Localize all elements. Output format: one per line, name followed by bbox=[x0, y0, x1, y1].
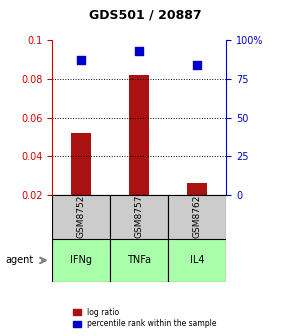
FancyBboxPatch shape bbox=[110, 195, 168, 239]
Text: GSM8752: GSM8752 bbox=[77, 195, 86, 239]
Bar bbox=[71, 133, 91, 195]
FancyBboxPatch shape bbox=[168, 239, 226, 282]
Text: agent: agent bbox=[6, 255, 34, 265]
Text: GSM8762: GSM8762 bbox=[193, 195, 202, 239]
Bar bbox=[129, 75, 149, 195]
Text: IL4: IL4 bbox=[190, 255, 204, 265]
FancyBboxPatch shape bbox=[168, 195, 226, 239]
Text: IFNg: IFNg bbox=[70, 255, 92, 265]
Point bbox=[195, 62, 200, 68]
FancyBboxPatch shape bbox=[52, 239, 110, 282]
Legend: log ratio, percentile rank within the sample: log ratio, percentile rank within the sa… bbox=[70, 304, 220, 332]
FancyBboxPatch shape bbox=[52, 195, 110, 239]
Point bbox=[137, 48, 142, 54]
Point bbox=[79, 58, 84, 63]
Text: TNFa: TNFa bbox=[127, 255, 151, 265]
Bar bbox=[187, 183, 207, 195]
FancyBboxPatch shape bbox=[110, 239, 168, 282]
Text: GSM8757: GSM8757 bbox=[135, 195, 144, 239]
Text: GDS501 / 20887: GDS501 / 20887 bbox=[89, 8, 201, 22]
